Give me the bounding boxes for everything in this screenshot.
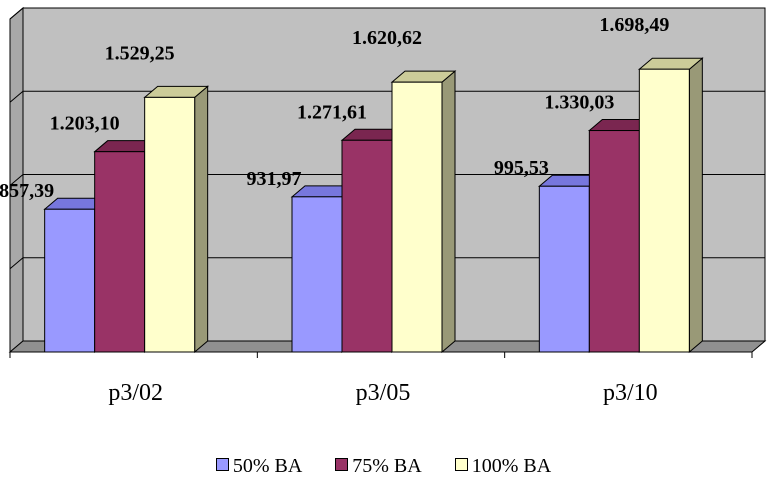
data-label: 1.529,25: [105, 42, 175, 64]
bars: [43, 57, 704, 354]
data-label: 1.271,61: [297, 101, 367, 123]
bar: [94, 151, 146, 353]
category-label: p3/10: [603, 380, 658, 406]
gridline: [9, 7, 765, 20]
bar: [144, 96, 196, 353]
data-label: 1.203,10: [50, 113, 120, 135]
legend-label-50: 50% BA: [232, 455, 303, 477]
category-labels: p3/02 p3/05 p3/10: [108, 380, 657, 406]
gridline: [9, 257, 765, 270]
legend-swatch-50: [215, 458, 229, 471]
gridlines: [9, 7, 765, 270]
legend-item-50: 50% BA: [215, 455, 303, 478]
bar: [638, 68, 690, 353]
bar: [341, 139, 393, 353]
data-labels: 857,39 1.203,10 1.529,25 931,97 1.271,61 1.62…: [0, 14, 669, 202]
gridline: [9, 90, 765, 103]
bar: [391, 81, 443, 353]
bar: [538, 185, 590, 353]
data-label: 857,39: [0, 180, 54, 202]
data-label: 995,53: [494, 157, 549, 179]
legend-item-75: 75% BA: [335, 455, 422, 478]
data-label: 1.620,62: [352, 27, 422, 49]
legend-label-75: 75% BA: [352, 455, 422, 477]
legend-swatch-75: [335, 458, 349, 471]
category-label: p3/02: [108, 380, 163, 406]
legend: 50% BA 75% BA 100% BA: [0, 455, 767, 478]
bar-side: [441, 70, 456, 354]
data-label: 931,97: [247, 168, 302, 190]
bar: [44, 208, 96, 353]
category-label: p3/05: [356, 380, 411, 406]
legend-item-100: 100% BA: [454, 455, 552, 478]
bar-side: [688, 57, 703, 354]
data-label: 1.698,49: [599, 14, 669, 36]
gridline: [9, 174, 765, 186]
legend-swatch-100: [454, 458, 468, 471]
bar: [588, 130, 640, 353]
bar: [291, 196, 343, 353]
legend-label-100: 100% BA: [471, 455, 552, 477]
bar-side: [194, 85, 209, 354]
data-label: 1.330,03: [544, 92, 614, 114]
